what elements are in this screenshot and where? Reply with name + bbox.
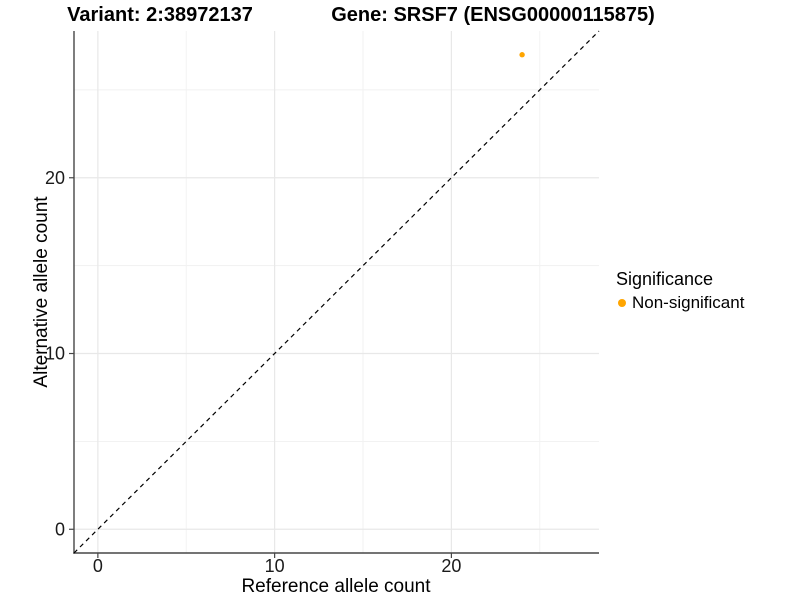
- axis-layer: 0 10 20 0 10 20: [45, 31, 599, 576]
- y-tick-label: 10: [45, 344, 65, 364]
- grid-major-layer: [74, 31, 599, 553]
- data-layer: [73, 30, 600, 554]
- legend: Significance Non-significant: [612, 268, 744, 313]
- data-point: [519, 52, 525, 58]
- legend-title: Significance: [616, 269, 714, 289]
- plot-title-gene: Gene: SRSF7 (ENSG00000115875): [331, 4, 655, 26]
- x-tick-label: 10: [265, 556, 285, 576]
- legend-item-non-significant: Non-significant: [612, 293, 744, 313]
- y-tick-label: 0: [55, 519, 65, 539]
- y-axis-title: Alternative allele count: [31, 196, 52, 388]
- x-tick-label: 0: [93, 556, 103, 576]
- plot-title-variant: Variant: 2:38972137: [67, 4, 253, 26]
- identity-line: [73, 30, 600, 554]
- legend-item-label: Non-significant: [632, 293, 745, 312]
- x-axis-title: Reference allele count: [241, 576, 431, 597]
- x-tick-label: 20: [441, 556, 461, 576]
- legend-key-dot-icon: [618, 299, 626, 307]
- y-tick-label: 20: [45, 168, 65, 188]
- grid-minor-layer: [74, 31, 599, 553]
